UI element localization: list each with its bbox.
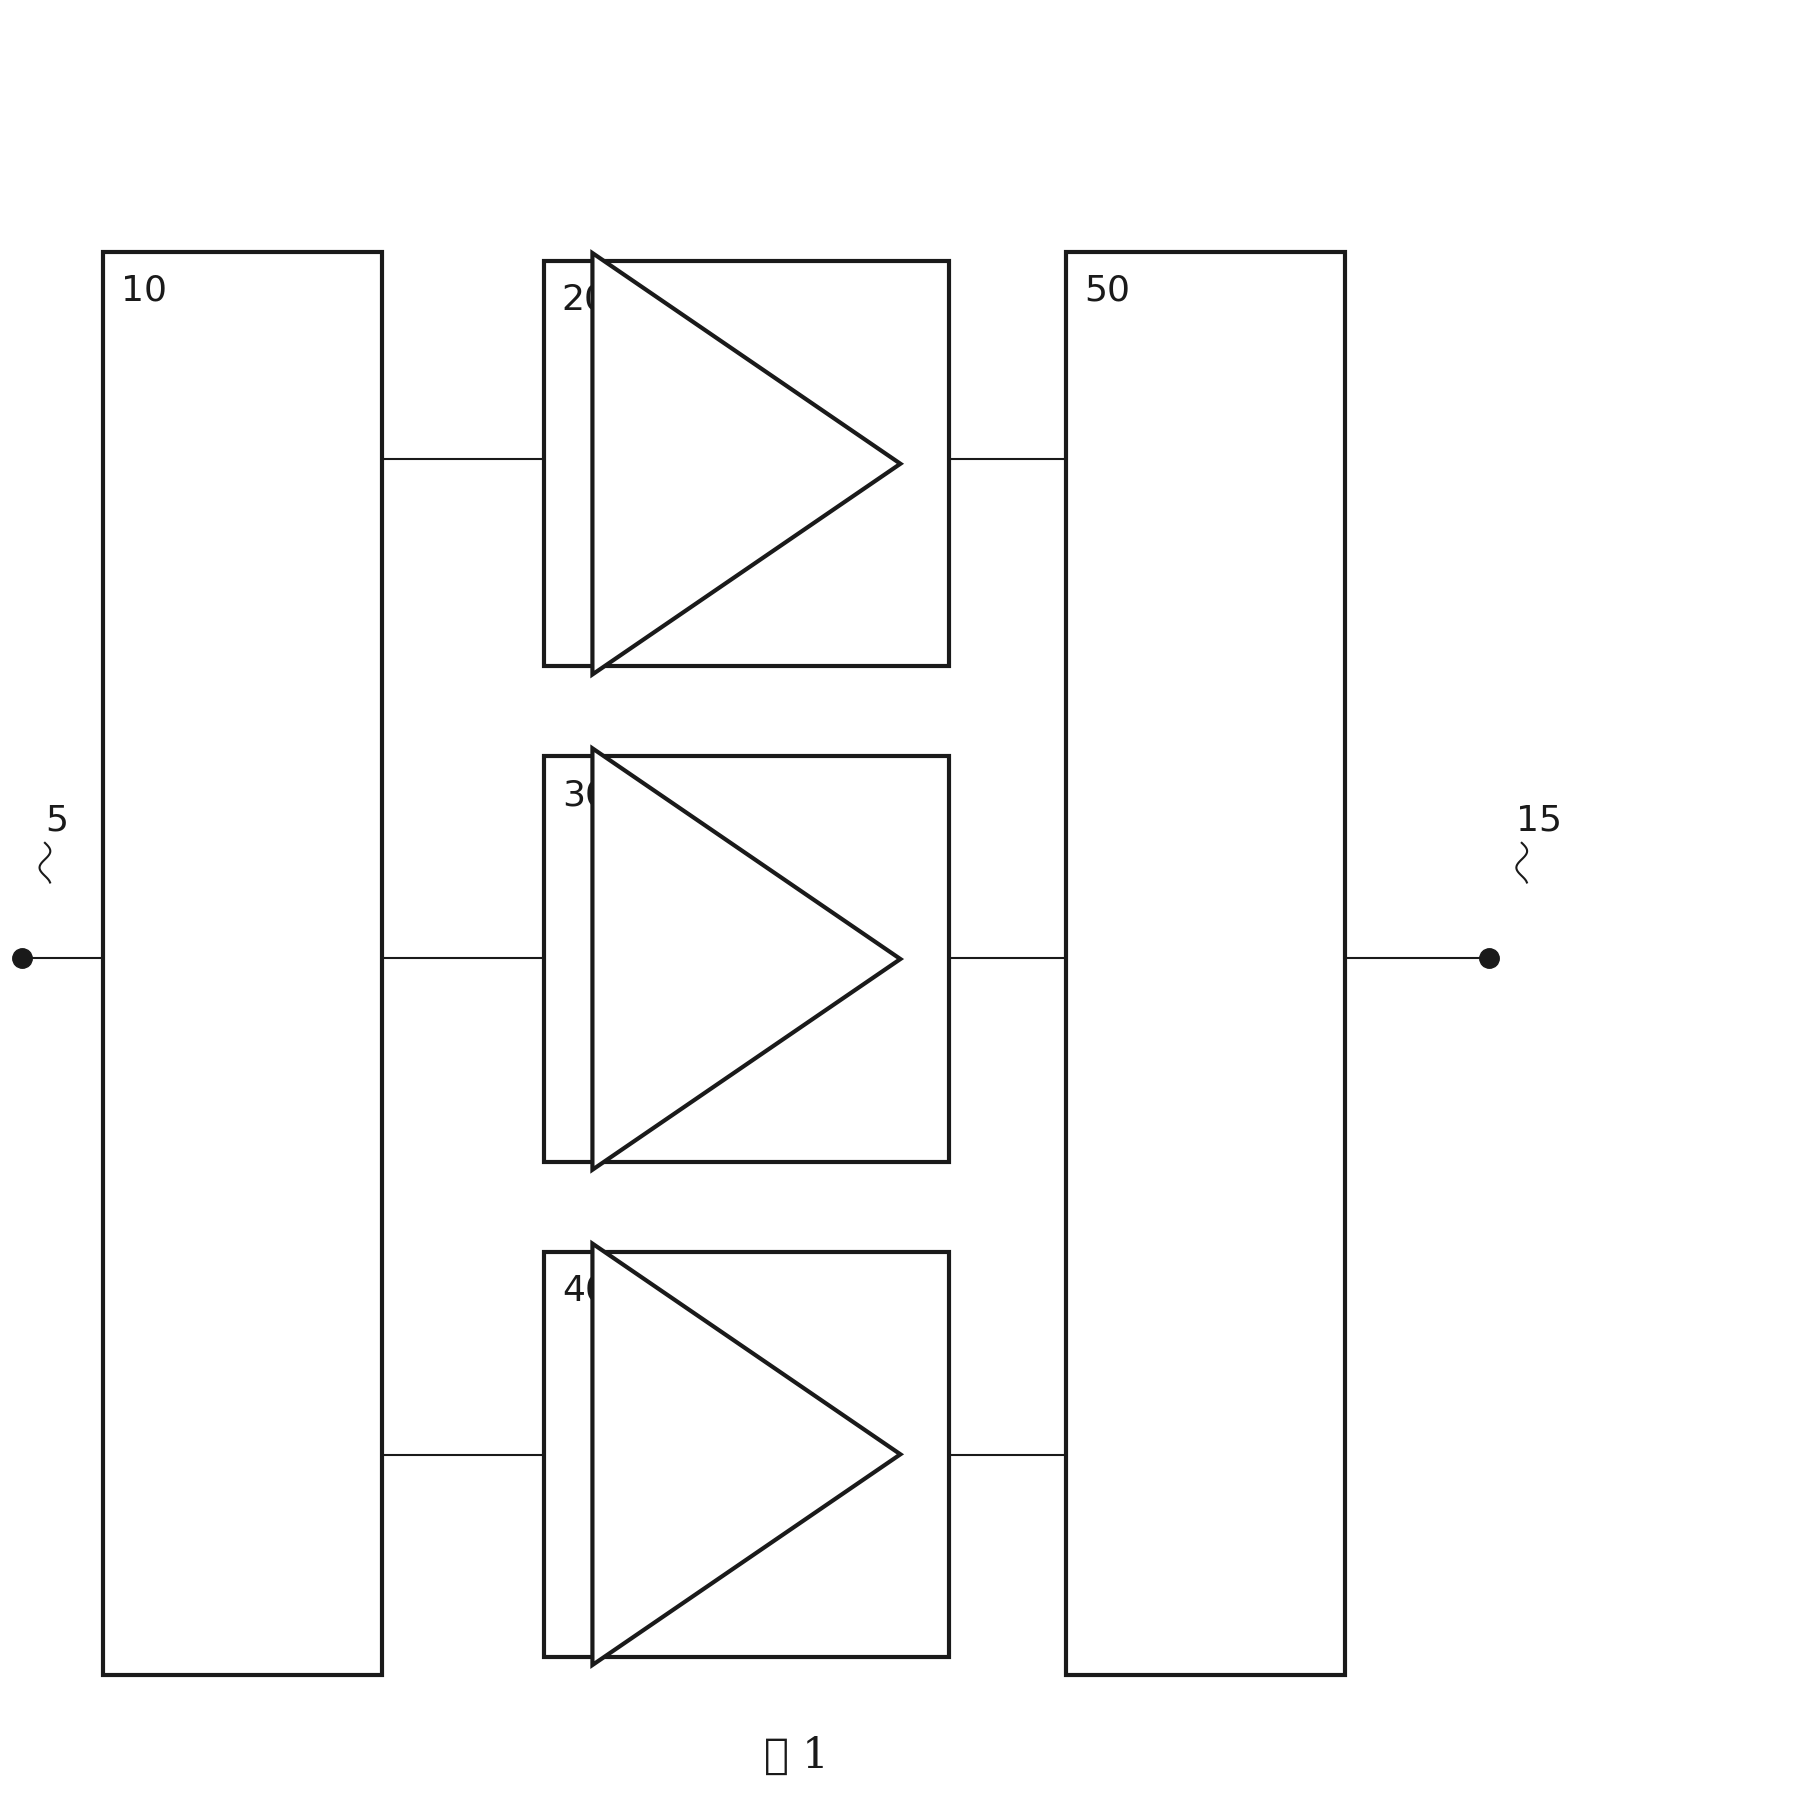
Text: 30: 30 — [562, 778, 607, 812]
Text: 15: 15 — [1516, 803, 1561, 837]
Bar — [1066, 252, 1344, 1675]
Text: 50: 50 — [1084, 274, 1129, 308]
Polygon shape — [593, 749, 900, 1171]
Bar — [544, 261, 949, 666]
Text: 10: 10 — [121, 274, 166, 308]
Bar — [544, 1252, 949, 1657]
Polygon shape — [593, 1243, 900, 1664]
Polygon shape — [593, 252, 900, 674]
Text: 5: 5 — [45, 803, 69, 837]
Bar — [544, 756, 949, 1162]
Text: 图 1: 图 1 — [763, 1734, 828, 1778]
Text: 40: 40 — [562, 1273, 607, 1308]
Bar — [103, 252, 381, 1675]
Text: 20: 20 — [562, 283, 607, 317]
